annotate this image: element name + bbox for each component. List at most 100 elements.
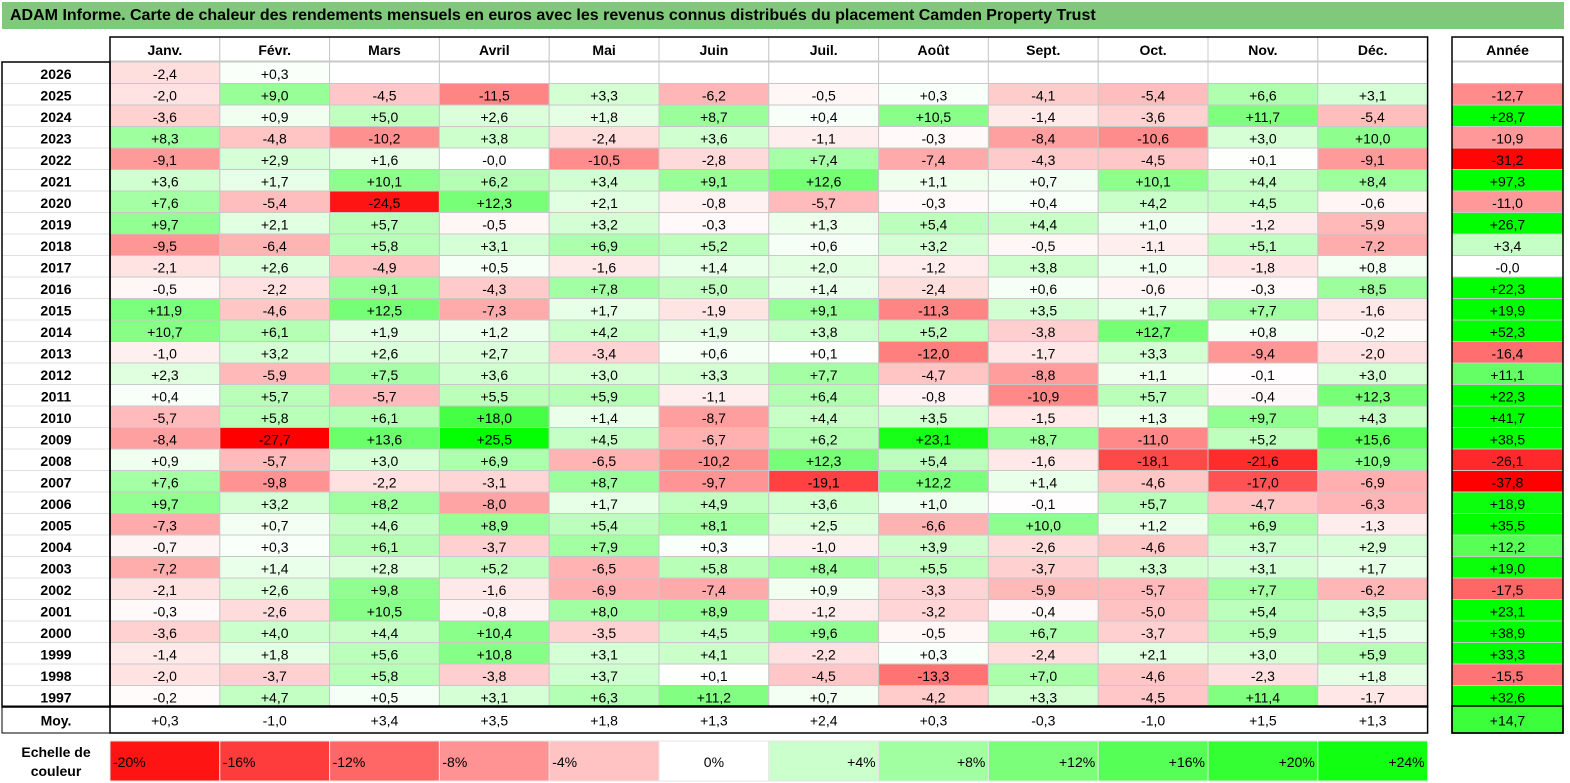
- heat-value-2017-11: -1,8: [1251, 259, 1275, 275]
- heat-value-2008-2: -5,7: [263, 453, 287, 469]
- heat-value-2014-6: +1,9: [700, 324, 728, 340]
- avg-value-12: +1,3: [1359, 713, 1387, 729]
- heat-value-2006-2: +3,2: [261, 496, 289, 512]
- heat-value-2023-6: +3,6: [700, 130, 728, 146]
- heat-value-2018-10: -1,1: [1141, 238, 1165, 254]
- heat-value-2015-3: +12,5: [367, 302, 403, 318]
- heat-value-2022-7: +7,4: [810, 152, 838, 168]
- scale-step-3: -12%: [333, 754, 366, 770]
- heat-value-2006-9: -0,1: [1031, 496, 1055, 512]
- year-value-2011: +22,3: [1490, 388, 1526, 404]
- year-value-2014: +52,3: [1490, 324, 1526, 340]
- heat-value-1999-8: +0,3: [920, 646, 948, 662]
- heat-value-2018-2: -6,4: [263, 238, 287, 254]
- year-value-2022: -31,2: [1492, 152, 1524, 168]
- heat-value-2020-12: -0,6: [1361, 195, 1385, 211]
- heat-value-2009-11: +5,2: [1249, 431, 1277, 447]
- heat-value-1998-4: -3,8: [482, 668, 506, 684]
- year-value-2002: -17,5: [1492, 582, 1524, 598]
- year-value-2018: +3,4: [1494, 238, 1522, 254]
- heat-value-1997-8: -4,2: [921, 689, 945, 705]
- heat-value-2011-11: -0,4: [1251, 388, 1275, 404]
- row-label-2016: 2016: [40, 281, 71, 297]
- heat-value-2022-12: -9,1: [1361, 152, 1385, 168]
- scale-swatch-12: [1317, 740, 1429, 782]
- scale-swatch-5: [548, 740, 660, 782]
- scale-step-4: -8%: [442, 754, 467, 770]
- scale-swatch-9: [987, 740, 1099, 782]
- heat-value-2004-9: -2,6: [1031, 539, 1055, 555]
- heat-value-2013-5: -3,4: [592, 345, 616, 361]
- year-value-2007: -37,8: [1492, 474, 1524, 490]
- scale-swatch-7: [768, 740, 880, 782]
- heat-value-2001-8: -3,2: [921, 603, 945, 619]
- heat-value-2002-3: +9,8: [371, 582, 399, 598]
- heat-value-2026-1: -2,4: [153, 66, 177, 82]
- heat-value-2014-3: +1,9: [371, 324, 399, 340]
- heat-value-2008-9: -1,6: [1031, 453, 1055, 469]
- heat-value-2023-7: -1,1: [812, 130, 836, 146]
- avg-row-frame: [109, 705, 1429, 734]
- scale-swatch-8: [878, 740, 989, 782]
- heat-value-2024-7: +0,4: [810, 109, 838, 125]
- heat-value-2001-7: -1,2: [812, 603, 836, 619]
- heat-value-2013-9: -1,7: [1031, 345, 1055, 361]
- heat-value-2012-9: -8,8: [1031, 367, 1055, 383]
- scale-step-8: +8%: [957, 754, 985, 770]
- heat-value-2007-5: +8,7: [590, 474, 618, 490]
- month-header-8: Août: [918, 42, 950, 58]
- avg-value-11: +1,5: [1249, 713, 1277, 729]
- heat-value-2009-12: +15,6: [1355, 431, 1391, 447]
- heat-value-2003-12: +1,7: [1359, 560, 1387, 576]
- heat-value-2011-12: +12,3: [1355, 388, 1391, 404]
- heat-value-2006-3: +8,2: [371, 496, 399, 512]
- heat-value-1997-11: +11,4: [1246, 689, 1281, 705]
- heat-value-2022-1: -9,1: [153, 152, 177, 168]
- heat-value-2020-3: -24,5: [369, 195, 401, 211]
- heat-value-2000-1: -3,6: [153, 625, 177, 641]
- heat-value-2011-7: +6,4: [810, 388, 838, 404]
- heat-value-2010-2: +5,8: [261, 410, 289, 426]
- heat-value-1997-7: +0,7: [810, 689, 838, 705]
- heat-value-2016-8: -2,4: [921, 281, 945, 297]
- heat-value-2004-4: -3,7: [482, 539, 506, 555]
- avg-value-1: +0,3: [151, 713, 179, 729]
- heat-value-1998-8: -13,3: [918, 668, 950, 684]
- heat-value-2016-2: -2,2: [263, 281, 287, 297]
- row-label-2005: 2005: [40, 517, 71, 533]
- heat-value-2008-8: +5,4: [920, 453, 948, 469]
- year-frame: [1451, 36, 1564, 734]
- heat-value-2012-3: +7,5: [371, 367, 399, 383]
- heat-value-2003-8: +5,5: [920, 560, 948, 576]
- heat-value-2008-7: +12,3: [806, 453, 842, 469]
- heat-value-2013-8: -12,0: [918, 345, 950, 361]
- heat-value-2013-6: +0,6: [700, 345, 728, 361]
- heat-value-2013-12: -2,0: [1361, 345, 1385, 361]
- heat-value-2000-7: +9,6: [810, 625, 838, 641]
- row-label-2000: 2000: [40, 625, 71, 641]
- avg-value-6: +1,3: [700, 713, 728, 729]
- heat-value-2022-6: -2,8: [702, 152, 726, 168]
- month-header-cell: [329, 36, 440, 62]
- year-value-2015: +19,9: [1490, 302, 1526, 318]
- heat-value-2025-9: -4,1: [1031, 87, 1055, 103]
- heat-value-2018-6: +5,2: [700, 238, 728, 254]
- heat-value-2018-7: +0,6: [810, 238, 838, 254]
- heat-value-2025-5: +3,3: [590, 87, 618, 103]
- month-header-cell: [1097, 36, 1209, 62]
- heat-value-2023-1: +8,3: [151, 130, 179, 146]
- heat-value-2002-1: -2,1: [153, 582, 177, 598]
- heat-value-2018-4: +3,1: [480, 238, 508, 254]
- heat-value-2019-9: +4,4: [1029, 216, 1057, 232]
- heat-value-2008-1: +0,9: [151, 453, 179, 469]
- heat-value-2018-1: -9,5: [153, 238, 177, 254]
- year-header: Année: [1486, 42, 1529, 58]
- heat-value-2013-2: +3,2: [261, 345, 289, 361]
- year-value-2019: +26,7: [1490, 216, 1526, 232]
- heat-value-2009-7: +6,2: [810, 431, 838, 447]
- heat-value-2023-3: -10,2: [369, 130, 401, 146]
- label-frame: [1, 61, 111, 708]
- heat-value-2021-6: +9,1: [700, 173, 728, 189]
- heat-value-2012-10: +1,1: [1139, 367, 1167, 383]
